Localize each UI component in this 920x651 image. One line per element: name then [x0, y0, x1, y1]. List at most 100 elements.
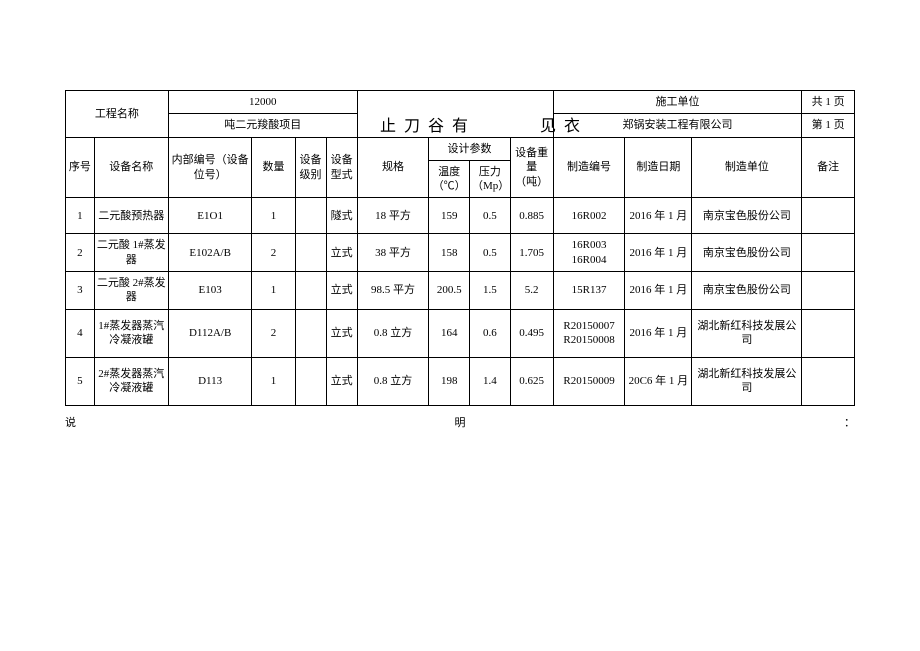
cell-remark — [802, 198, 855, 234]
cell-mfgunit: 湖北新红科技发展公司 — [692, 309, 802, 357]
cell-press: 1.5 — [470, 272, 511, 310]
cell-remark — [802, 357, 855, 405]
cell-mfgno: 16R002 — [553, 198, 625, 234]
table-row: 52#蒸发器蒸汽冷凝液罐D1131 立式0.8 立方1981.40.625R201… — [66, 357, 855, 405]
cell-name: 二元酸预热器 — [94, 198, 168, 234]
cell-seq: 1 — [66, 198, 95, 234]
col-code: 内部编号（设备位号） — [168, 137, 252, 198]
footer-right: ： — [844, 414, 855, 430]
cell-weight: 0.885 — [510, 198, 553, 234]
col-press: 压力（Mp） — [470, 160, 511, 198]
cell-qty: 2 — [252, 309, 295, 357]
cell-qty: 1 — [252, 198, 295, 234]
cell-press: 1.4 — [470, 357, 511, 405]
cell-temp: 198 — [429, 357, 470, 405]
table-row: 1二元酸预热器E1O11隧式18 平方1590.50.88516R0022016… — [66, 198, 855, 234]
cell-name: 2#蒸发器蒸汽冷凝液罐 — [94, 357, 168, 405]
cell-weight: 0.625 — [510, 357, 553, 405]
cell-temp: 158 — [429, 234, 470, 272]
cell-temp: 164 — [429, 309, 470, 357]
cell-remark — [802, 309, 855, 357]
col-level: 设备级别 — [295, 137, 326, 198]
cell-press: 0.5 — [470, 198, 511, 234]
cell-seq: 4 — [66, 309, 95, 357]
cell-weight: 1.705 — [510, 234, 553, 272]
cell-code: E103 — [168, 272, 252, 310]
col-design-param: 设计参数 — [429, 137, 510, 160]
col-temp: 温度（℃） — [429, 160, 470, 198]
cell-code: E1O1 — [168, 198, 252, 234]
cell-remark — [802, 234, 855, 272]
cell-remark — [802, 272, 855, 310]
cell-temp: 159 — [429, 198, 470, 234]
cell-seq: 5 — [66, 357, 95, 405]
cell-press: 0.5 — [470, 234, 511, 272]
cell-code: E102A/B — [168, 234, 252, 272]
cell-code: D113 — [168, 357, 252, 405]
cell-code: D112A/B — [168, 309, 252, 357]
col-qty: 数量 — [252, 137, 295, 198]
cell-level — [295, 234, 326, 272]
cell-type: 立式 — [326, 357, 357, 405]
construction-unit: 郑锅安装工程有限公司 — [553, 114, 802, 137]
cell-mfgno: R20150009 — [553, 357, 625, 405]
table-row: 3二元酸 2#蒸发器E1031立式98.5 平方200.51.55.215R13… — [66, 272, 855, 310]
col-mfgunit: 制造单位 — [692, 137, 802, 198]
cell-mfgunit: 南京宝色股份公司 — [692, 234, 802, 272]
cell-qty: 2 — [252, 234, 295, 272]
cell-level — [295, 357, 326, 405]
cell-mfgno: 15R137 — [553, 272, 625, 310]
cell-qty: 1 — [252, 357, 295, 405]
cell-press: 0.6 — [470, 309, 511, 357]
cell-mfgno: R20150007 R20150008 — [553, 309, 625, 357]
project-label: 工程名称 — [66, 91, 169, 138]
col-remark: 备注 — [802, 137, 855, 198]
cell-name: 1#蒸发器蒸汽冷凝液罐 — [94, 309, 168, 357]
footer: 说 明 ： — [65, 406, 855, 430]
cell-mfgunit: 南京宝色股份公司 — [692, 198, 802, 234]
cell-mfgdate: 2016 年 1 月 — [625, 234, 692, 272]
cell-name: 二元酸 1#蒸发器 — [94, 234, 168, 272]
cell-mfgdate: 20C6 年 1 月 — [625, 357, 692, 405]
cell-spec: 98.5 平方 — [357, 272, 429, 310]
construction-label: 施工单位 — [553, 91, 802, 114]
cell-spec: 0.8 立方 — [357, 309, 429, 357]
column-header-row-1: 序号 设备名称 内部编号（设备位号） 数量 设备级别 设备型式 规格 设计参数 … — [66, 137, 855, 160]
cell-mfgdate: 2016 年 1 月 — [625, 272, 692, 310]
page-current: 第 1 页 — [802, 114, 855, 137]
header-row-1: 工程名称 12000 施工单位 共 1 页 — [66, 91, 855, 114]
cell-level — [295, 309, 326, 357]
title-main: 止刀谷有 — [380, 118, 476, 135]
title-sub: 见衣 — [540, 118, 588, 135]
cell-spec: 0.8 立方 — [357, 357, 429, 405]
cell-mfgno: 16R003 16R004 — [553, 234, 625, 272]
cell-mfgunit: 南京宝色股份公司 — [692, 272, 802, 310]
cell-qty: 1 — [252, 272, 295, 310]
cell-temp: 200.5 — [429, 272, 470, 310]
col-name: 设备名称 — [94, 137, 168, 198]
cell-type: 隧式 — [326, 198, 357, 234]
cell-level — [295, 198, 326, 234]
cell-level — [295, 272, 326, 310]
cell-mfgunit: 湖北新红科技发展公司 — [692, 357, 802, 405]
cell-weight: 0.495 — [510, 309, 553, 357]
project-num: 12000 — [168, 91, 357, 114]
footer-mid: 明 — [455, 414, 466, 430]
project-name: 吨二元羧酸项目 — [168, 114, 357, 137]
cell-type: 立式 — [326, 234, 357, 272]
equipment-table: 工程名称 12000 施工单位 共 1 页 吨二元羧酸项目 郑锅安装工程有限公司… — [65, 90, 855, 406]
cell-spec: 18 平方 — [357, 198, 429, 234]
cell-spec: 38 平方 — [357, 234, 429, 272]
cell-seq: 2 — [66, 234, 95, 272]
cell-mfgdate: 2016 年 1 月 — [625, 309, 692, 357]
col-mfgno: 制造编号 — [553, 137, 625, 198]
footer-left: 说 — [65, 414, 76, 430]
cell-name: 二元酸 2#蒸发器 — [94, 272, 168, 310]
col-type: 设备型式 — [326, 137, 357, 198]
col-seq: 序号 — [66, 137, 95, 198]
cell-mfgdate: 2016 年 1 月 — [625, 198, 692, 234]
document-title: 止刀谷有 见衣 — [380, 112, 588, 136]
cell-seq: 3 — [66, 272, 95, 310]
cell-type: 立式 — [326, 272, 357, 310]
col-mfgdate: 制造日期 — [625, 137, 692, 198]
